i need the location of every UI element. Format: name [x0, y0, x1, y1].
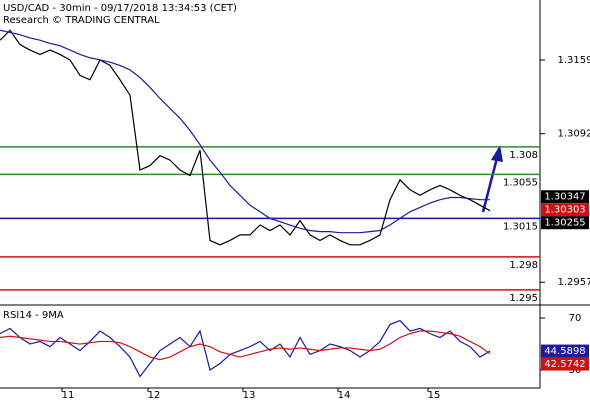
level-label: 1.295 — [509, 293, 538, 304]
x-tick-label: 11 — [62, 390, 75, 400]
x-tick-label: 14 — [338, 390, 351, 400]
level-label: 1.3015 — [503, 221, 538, 232]
y-tick-label: 70 — [569, 313, 582, 324]
level-label: 1.308 — [509, 150, 538, 161]
y-tick-label: 1.3159 — [558, 55, 590, 66]
level-label: 1.3055 — [503, 177, 538, 188]
last-value-label: 1.30303 — [544, 205, 585, 216]
last-value-label: 44.5898 — [544, 346, 585, 357]
last-value-box — [541, 190, 589, 204]
x-tick-label: 13 — [243, 390, 256, 400]
x-tick-label: 15 — [428, 390, 441, 400]
x-tick-label: 12 — [148, 390, 161, 400]
chart-title: USD/CAD - 30min - 09/17/2018 13:34:53 (C… — [3, 3, 237, 14]
series-line — [0, 29, 491, 246]
series-line — [0, 29, 490, 234]
last-value-label: 1.30347 — [544, 192, 585, 203]
y-tick-label: 1.3092 — [558, 129, 590, 140]
last-value-label: 42.5742 — [544, 359, 585, 370]
y-tick-label: 1.2957 — [558, 277, 590, 288]
level-label: 1.298 — [509, 260, 538, 271]
last-value-box — [541, 203, 589, 217]
last-value-box — [541, 344, 589, 358]
chart-subtitle: Research © TRADING CENTRAL — [3, 15, 160, 26]
arrow — [481, 145, 503, 213]
series-line — [0, 319, 491, 378]
rsi-title: RSI14 - 9MA — [3, 310, 64, 321]
last-value-box — [541, 216, 589, 230]
last-value-box — [541, 357, 589, 371]
last-value-label: 1.30255 — [544, 218, 585, 229]
series-line — [0, 330, 491, 361]
